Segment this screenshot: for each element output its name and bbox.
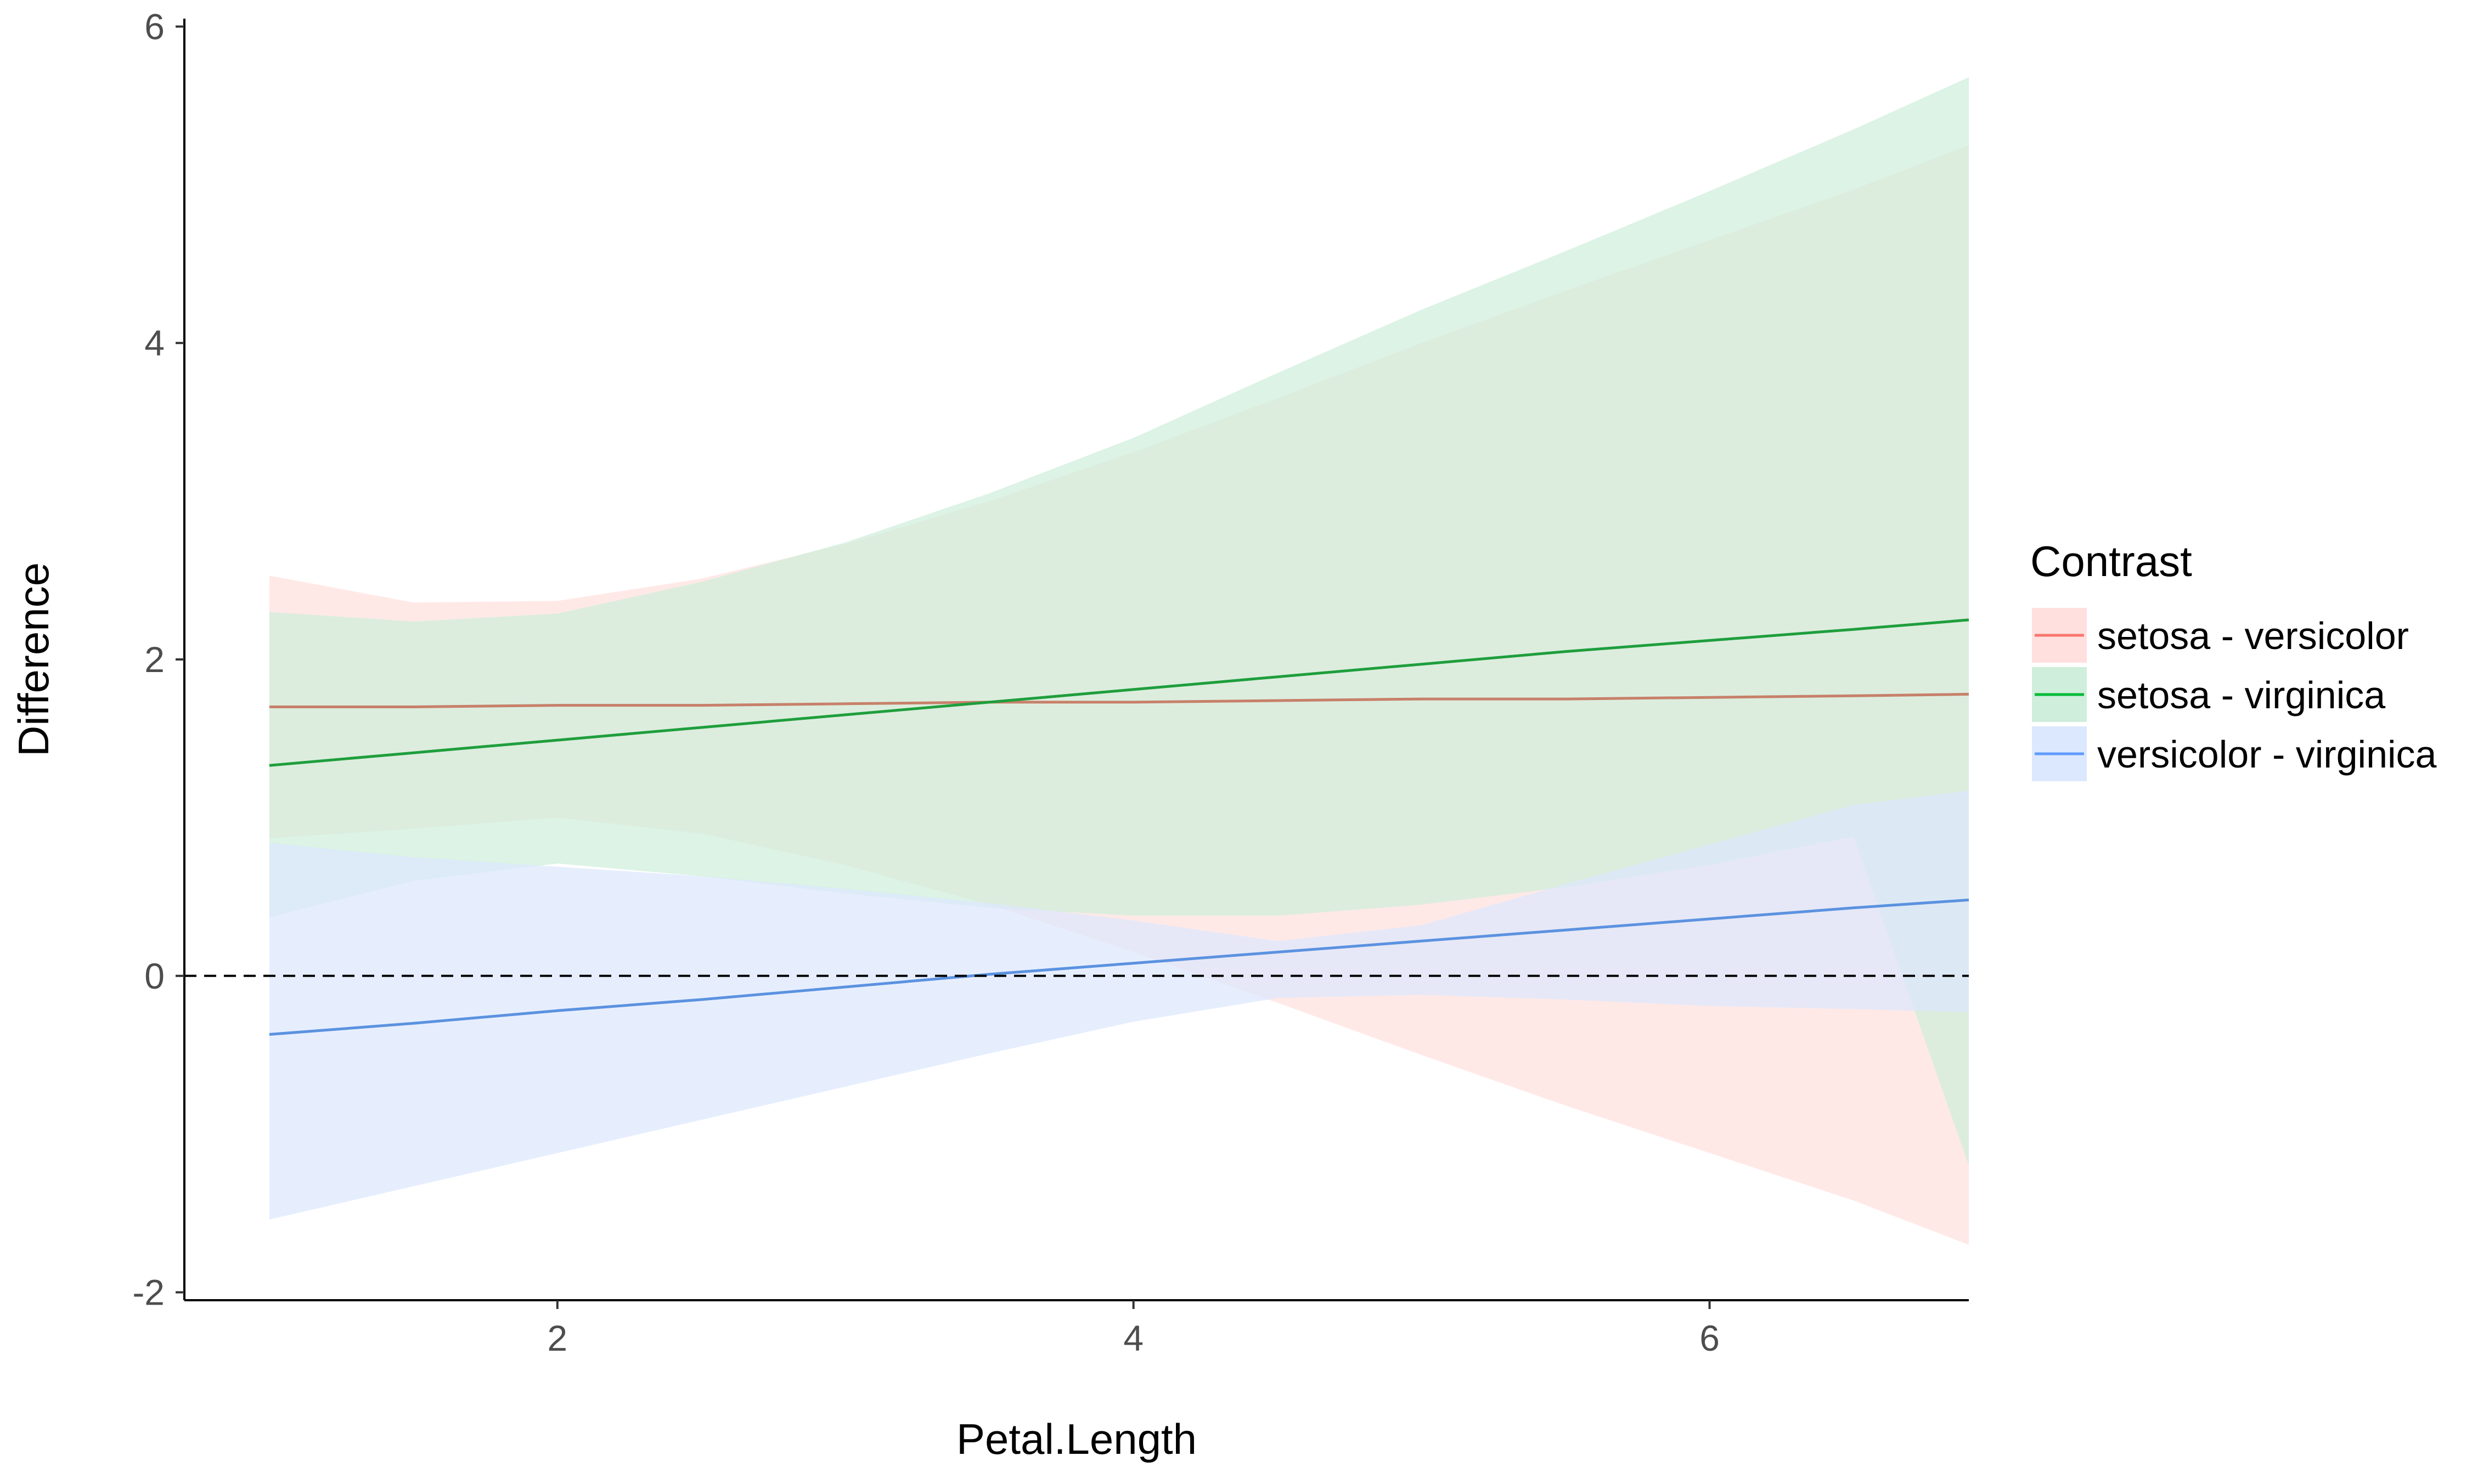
y-tick-label: -2: [132, 1272, 165, 1313]
y-tick-label: 2: [144, 639, 165, 680]
legend-label-setosa-virginica: setosa - virginica: [2097, 674, 2385, 716]
series-lines: [269, 618, 1969, 1036]
legend-title: Contrast: [2030, 537, 2192, 585]
line-setosa-versicolor: [269, 692, 1969, 708]
x-tick-label: 4: [1123, 1318, 1144, 1358]
confidence-bands: [269, 77, 1969, 1245]
band-versicolor-virginica: [269, 791, 1969, 1220]
legend-label-versicolor-virginica: versicolor - virginica: [2097, 733, 2437, 776]
legend: Contrast setosa - versicolor setosa - vir…: [2030, 537, 2437, 781]
y-tick-label: 4: [144, 323, 165, 363]
x-tick-label: 2: [547, 1318, 567, 1358]
x-axis-title: Petal.Length: [956, 1415, 1197, 1463]
line-versicolor-virginica: [269, 898, 1969, 1036]
y-axis-title: Difference: [9, 562, 58, 757]
y-axis-ticks: -2 0 2 4 6: [132, 6, 184, 1313]
legend-label-setosa-versicolor: setosa - versicolor: [2097, 614, 2409, 657]
band-setosa-virginica: [269, 77, 1969, 1166]
x-axis-ticks: 2 4 6: [547, 1300, 1720, 1358]
y-tick-label: 6: [144, 6, 165, 47]
y-tick-label: 0: [144, 956, 165, 996]
line-setosa-virginica: [269, 618, 1969, 767]
x-tick-label: 6: [1699, 1318, 1720, 1358]
